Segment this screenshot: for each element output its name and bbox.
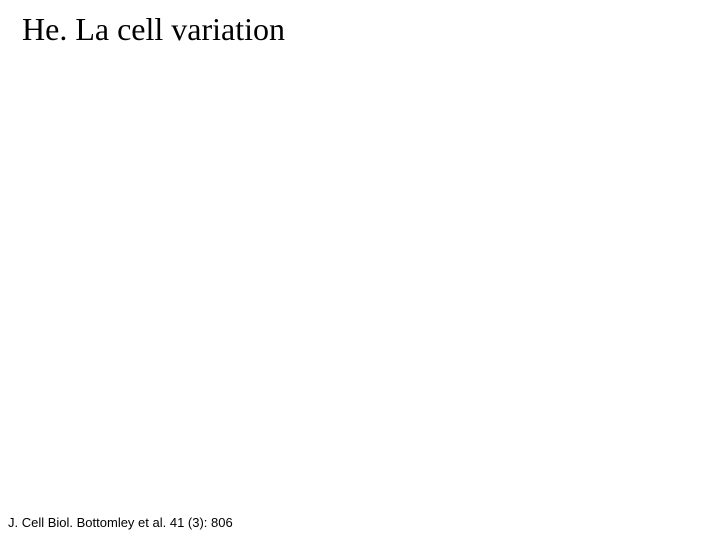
slide-title: He. La cell variation (22, 10, 285, 48)
citation-text: J. Cell Biol. Bottomley et al. 41 (3): 8… (8, 515, 233, 530)
slide-container: He. La cell variation J. Cell Biol. Bott… (0, 0, 720, 540)
